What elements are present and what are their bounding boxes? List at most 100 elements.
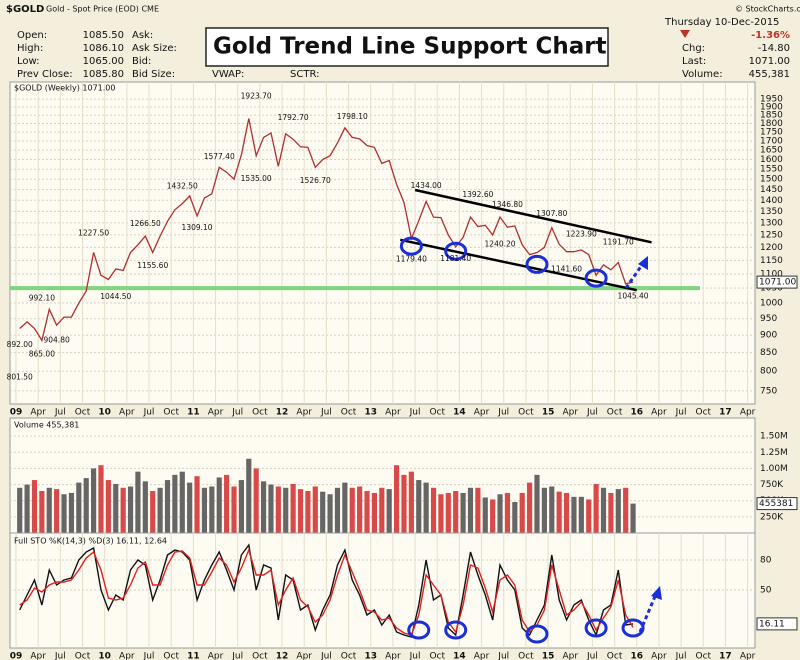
stat-label: Chg:	[682, 43, 705, 54]
volume-bar	[460, 492, 466, 533]
highlight-circle	[444, 241, 468, 261]
price-annotation: 1045.40	[618, 291, 649, 300]
x-tick-label: Jul	[320, 652, 332, 660]
price-annotation: 1309.10	[182, 223, 213, 232]
quote-label: VWAP:	[212, 69, 244, 80]
stat-label: Volume:	[682, 69, 723, 80]
x-tick-label: Apr	[740, 408, 756, 418]
volume-bar	[46, 487, 52, 533]
price-annotation: 1155.60	[137, 261, 168, 270]
price-annotation: 1798.10	[337, 112, 368, 121]
panel-label: $GOLD (Weekly) 1071.00	[14, 84, 116, 93]
y-tick-label: 1050	[760, 284, 783, 294]
highlight-circle	[399, 236, 423, 256]
volume-bar	[349, 487, 355, 533]
volume-bar	[556, 491, 562, 533]
price-annotation: 1191.70	[603, 237, 634, 246]
x-tick-label: Jul	[586, 652, 598, 660]
volume-bar	[305, 491, 311, 533]
highlight-circle	[525, 624, 549, 644]
title-box	[205, 27, 609, 67]
x-tick-label: Oct	[607, 408, 623, 418]
y-tick-label: 1450	[760, 185, 783, 195]
volume-bar	[68, 492, 75, 533]
volume-bar	[260, 481, 267, 533]
volume-bar	[445, 492, 451, 533]
volume-bar	[150, 491, 156, 533]
volume-bar	[238, 480, 244, 533]
symbol: $GOLD	[6, 4, 44, 15]
y-tick-label: 1100	[760, 269, 783, 279]
quote-label: Ask:	[132, 30, 153, 41]
x-tick-label: Oct	[163, 652, 179, 660]
x-tick-label: 09	[10, 408, 23, 418]
volume-bar	[423, 482, 429, 533]
volume-bar	[135, 471, 141, 533]
x-tick-label: Oct	[429, 652, 445, 660]
price-annotation: 865.00	[29, 349, 55, 358]
x-tick-label: Jul	[143, 652, 155, 660]
quote-label: Ask Size:	[132, 43, 177, 54]
volume-bar	[91, 468, 97, 533]
price-annotation: 1346.80	[492, 200, 523, 209]
volume-bar	[201, 487, 208, 533]
y-tick-label: 1700	[760, 137, 783, 147]
arrow	[624, 261, 646, 289]
price-annotation: 1044.50	[100, 292, 131, 301]
volume-bar	[497, 494, 503, 533]
price-annotation: 1240.20	[485, 239, 516, 248]
quote-value: 1086.10	[83, 43, 124, 54]
x-tick-label: Jul	[586, 408, 598, 418]
x-tick-label: Oct	[341, 652, 357, 660]
x-tick-label: Apr	[30, 408, 46, 418]
volume-bar	[453, 491, 459, 533]
x-tick-label: 12	[276, 652, 289, 660]
volume-bar	[519, 492, 525, 533]
volume-bar	[586, 499, 592, 533]
panel-label: Volume 455,381	[14, 421, 79, 430]
volume-bar	[327, 494, 333, 533]
volume-bar	[549, 486, 555, 533]
quote-block: Open: 1085.50 High: 1086.10 Low: 1065.00 Prev …	[17, 30, 790, 80]
last-value-label: 1071.00	[759, 278, 796, 288]
panel	[9, 81, 756, 405]
last-value-box	[756, 275, 798, 289]
y-tick-label: 1000	[760, 299, 783, 309]
last-value-label: 16.11	[759, 619, 785, 629]
quote-label: Prev Close:	[17, 69, 73, 80]
x-tick-label: Oct	[163, 408, 179, 418]
x-tick-label: 09	[10, 652, 23, 660]
y-tick-label: 1800	[760, 119, 783, 129]
description: Gold - Spot Price (EOD) CME	[46, 5, 159, 14]
x-tick-label: 10	[98, 408, 111, 418]
x-tick-label: 14	[453, 652, 466, 660]
change-pct: -1.36%	[751, 30, 790, 41]
volume-bar	[615, 489, 621, 533]
volume-bar	[320, 491, 326, 533]
x-tick-label: Oct	[518, 408, 534, 418]
volume-bar	[54, 489, 60, 533]
stat-value: 455,381	[749, 69, 790, 80]
volume-bar	[467, 487, 474, 533]
volume-bar	[430, 487, 437, 533]
x-tick-label: Oct	[429, 408, 445, 418]
volume-bar	[105, 480, 111, 533]
x-tick-label: Oct	[695, 652, 711, 660]
volume-bar	[98, 465, 104, 533]
y-tick-label: 50	[760, 586, 772, 596]
x-tick-label: Apr	[651, 408, 667, 418]
volume-bar	[179, 471, 185, 533]
trend-line	[400, 238, 638, 292]
volume-bar	[504, 492, 511, 533]
date: Thursday 10-Dec-2015	[664, 17, 779, 28]
volume-bar	[120, 487, 126, 533]
volume-bar	[416, 480, 422, 533]
volume-bar	[17, 487, 23, 533]
x-tick-label: Apr	[474, 408, 490, 418]
price-annotation: 1141.60	[551, 265, 582, 274]
quote-value: 1085.80	[83, 69, 124, 80]
volume-bar	[401, 474, 407, 533]
volume-bar	[172, 474, 178, 533]
x-tick-label: Oct	[695, 408, 711, 418]
x-tick-label: Jul	[675, 408, 687, 418]
